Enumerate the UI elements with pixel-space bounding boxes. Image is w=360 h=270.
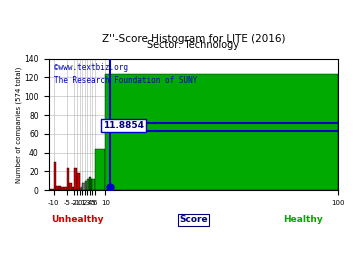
Bar [69, 183, 72, 190]
Bar [51, 189, 54, 190]
Bar [93, 179, 95, 190]
Bar [91, 179, 93, 190]
Bar [105, 74, 338, 190]
Text: Unhealthy: Unhealthy [51, 215, 104, 224]
Bar [67, 168, 69, 190]
Bar [64, 187, 67, 190]
Text: Healthy: Healthy [284, 215, 323, 224]
Text: The Research Foundation of SUNY: The Research Foundation of SUNY [54, 76, 198, 85]
Bar [90, 177, 91, 190]
Bar [80, 188, 81, 190]
Bar [84, 183, 85, 190]
Bar [75, 168, 77, 190]
Bar [77, 173, 80, 190]
Bar [72, 187, 75, 190]
Bar [54, 162, 56, 190]
Bar [49, 189, 51, 190]
Bar [87, 179, 89, 190]
Bar [56, 185, 59, 190]
Text: 11.8854: 11.8854 [103, 121, 144, 130]
Title: Z''-Score Histogram for LITE (2016): Z''-Score Histogram for LITE (2016) [102, 34, 285, 44]
Bar [62, 187, 64, 190]
Bar [82, 183, 84, 190]
Text: Score: Score [179, 215, 208, 224]
Bar [95, 149, 105, 190]
Bar [89, 177, 90, 190]
Text: ©www.textbiz.org: ©www.textbiz.org [54, 63, 128, 72]
Bar [85, 181, 86, 190]
Y-axis label: Number of companies (574 total): Number of companies (574 total) [15, 66, 22, 183]
Text: Sector: Technology: Sector: Technology [147, 40, 239, 50]
Bar [81, 187, 82, 190]
Bar [86, 181, 87, 190]
Bar [59, 185, 62, 190]
